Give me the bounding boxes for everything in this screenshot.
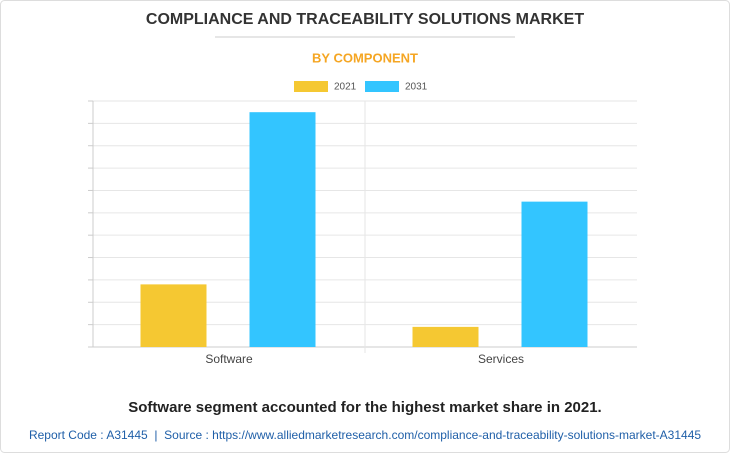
bar	[412, 326, 479, 347]
chart-title: COMPLIANCE AND TRACEABILITY SOLUTIONS MA…	[146, 11, 584, 28]
legend-swatch	[294, 81, 328, 92]
x-tick-label: Services	[478, 352, 524, 366]
chart-subtitle: BY COMPONENT	[312, 50, 418, 65]
legend-label: 2031	[405, 82, 428, 93]
source-line: Report Code : A31445 | Source : https://…	[29, 428, 701, 442]
bar	[249, 112, 316, 347]
bar	[140, 284, 207, 347]
bar	[521, 201, 588, 347]
x-tick-label: Software	[205, 352, 253, 366]
caption: Software segment accounted for the highe…	[128, 399, 601, 416]
legend-swatch	[365, 81, 399, 92]
legend-label: 2021	[334, 82, 357, 93]
